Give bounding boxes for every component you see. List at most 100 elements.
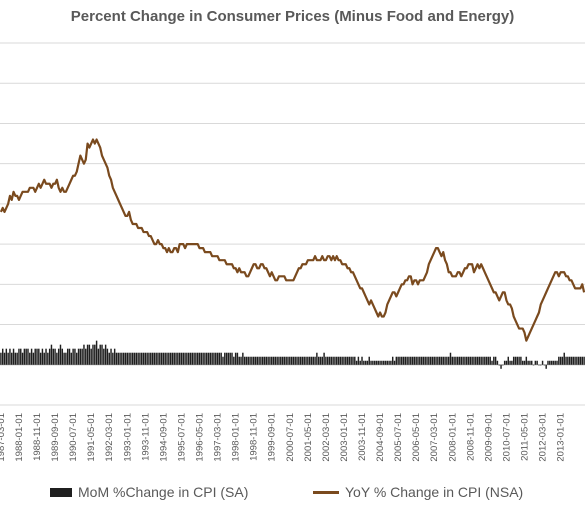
mom-bar bbox=[238, 356, 240, 365]
mom-bar bbox=[419, 356, 421, 365]
mom-bar bbox=[558, 356, 560, 365]
mom-bar bbox=[447, 356, 450, 365]
mom-bar bbox=[565, 356, 567, 365]
mom-bar bbox=[332, 356, 334, 365]
mom-bar bbox=[243, 356, 246, 365]
mom-bar bbox=[101, 344, 103, 365]
mom-bar bbox=[449, 352, 452, 365]
mom-bar bbox=[162, 352, 165, 365]
mom-bar bbox=[153, 352, 156, 365]
mom-bar bbox=[86, 344, 89, 365]
x-tick-label: 2005-07-01 bbox=[393, 413, 404, 462]
mom-bar bbox=[57, 348, 60, 365]
mom-bar bbox=[514, 356, 517, 365]
mom-bar bbox=[74, 348, 76, 365]
mom-bar bbox=[106, 348, 109, 365]
mom-bar bbox=[256, 356, 259, 365]
mom-bar bbox=[415, 356, 417, 365]
mom-bar bbox=[144, 352, 147, 365]
mom-bar bbox=[294, 356, 296, 365]
mom-bar bbox=[175, 352, 177, 365]
mom-bar bbox=[429, 356, 432, 365]
mom-bar bbox=[424, 356, 426, 365]
mom-bar bbox=[435, 356, 437, 365]
mom-bar bbox=[92, 344, 94, 365]
mom-bar bbox=[482, 356, 484, 365]
mom-bar bbox=[95, 340, 98, 365]
mom-bar bbox=[547, 360, 549, 365]
mom-bar bbox=[341, 356, 343, 365]
mom-bar bbox=[65, 352, 67, 365]
mom-bar bbox=[27, 348, 29, 365]
chart-plot: 1987-03-01 1988-01-01 1988-11-01 1989-09-01… bbox=[0, 42, 585, 462]
legend-item-mom: MoM %Change in CPI (SA) bbox=[50, 484, 248, 500]
mom-bar bbox=[348, 356, 351, 365]
mom-bar bbox=[88, 344, 91, 365]
mom-bar bbox=[104, 344, 107, 365]
mom-bar bbox=[269, 356, 271, 365]
mom-bar bbox=[563, 352, 565, 365]
mom-bar bbox=[431, 356, 434, 365]
mom-bar bbox=[361, 356, 363, 365]
x-tick-label: 1999-09-01 bbox=[267, 413, 278, 462]
mom-bar bbox=[577, 356, 580, 365]
mom-bar bbox=[379, 360, 381, 365]
mom-bar bbox=[184, 352, 186, 365]
mom-bar bbox=[305, 356, 307, 365]
mom-bar bbox=[186, 352, 188, 365]
mom-bar bbox=[453, 356, 455, 365]
mom-bar bbox=[142, 352, 145, 365]
mom-bar bbox=[384, 360, 387, 365]
mom-bar bbox=[215, 352, 217, 365]
mom-bar bbox=[523, 360, 526, 365]
mom-bar bbox=[404, 356, 407, 365]
mom-bar bbox=[469, 356, 472, 365]
mom-bar bbox=[576, 356, 578, 365]
mom-bar bbox=[233, 356, 235, 365]
mom-bar bbox=[227, 352, 230, 365]
mom-bar bbox=[247, 356, 249, 365]
mom-bar bbox=[137, 352, 139, 365]
mom-bar bbox=[388, 360, 390, 365]
mom-bar bbox=[198, 352, 201, 365]
mom-bar bbox=[249, 356, 251, 365]
mom-bar bbox=[561, 356, 564, 365]
x-tick-label: 2004-09-01 bbox=[375, 413, 386, 462]
mom-bar bbox=[296, 356, 298, 365]
mom-bar bbox=[480, 356, 482, 365]
mom-bar bbox=[0, 352, 2, 365]
mom-bar bbox=[16, 352, 18, 365]
mom-bar bbox=[473, 356, 475, 365]
mom-bar bbox=[280, 356, 282, 365]
mom-bar bbox=[133, 352, 136, 365]
mom-bar bbox=[110, 348, 112, 365]
mom-bar bbox=[408, 356, 410, 365]
mom-bar bbox=[242, 352, 244, 365]
x-tick-labels: 1987-03-01 1988-01-01 1988-11-01 1989-09-01… bbox=[0, 413, 567, 462]
mom-bar bbox=[390, 360, 392, 365]
mom-bar bbox=[540, 364, 542, 366]
mom-bar bbox=[155, 352, 157, 365]
mom-bar bbox=[131, 352, 134, 365]
mom-bar bbox=[70, 352, 73, 365]
mom-bar bbox=[570, 356, 573, 365]
mom-bar bbox=[406, 356, 408, 365]
mom-bar bbox=[191, 352, 194, 365]
mom-bar bbox=[211, 352, 213, 365]
mom-bar bbox=[476, 356, 479, 365]
x-tick-label: 2011-05-01 bbox=[520, 413, 531, 461]
mom-bar bbox=[393, 360, 396, 365]
x-tick-label: 1991-05-01 bbox=[86, 413, 97, 462]
mom-bar bbox=[5, 348, 8, 365]
mom-bar bbox=[323, 352, 325, 365]
mom-bar bbox=[283, 356, 286, 365]
mom-bar bbox=[556, 360, 558, 365]
mom-bar bbox=[550, 360, 553, 365]
mom-bar bbox=[206, 352, 208, 365]
mom-bar bbox=[148, 352, 150, 365]
mom-bar bbox=[366, 360, 369, 365]
x-tick-label: 2000-07-01 bbox=[285, 413, 296, 462]
mom-bar bbox=[231, 352, 233, 365]
mom-bar bbox=[554, 360, 556, 365]
mom-bar bbox=[209, 352, 212, 365]
